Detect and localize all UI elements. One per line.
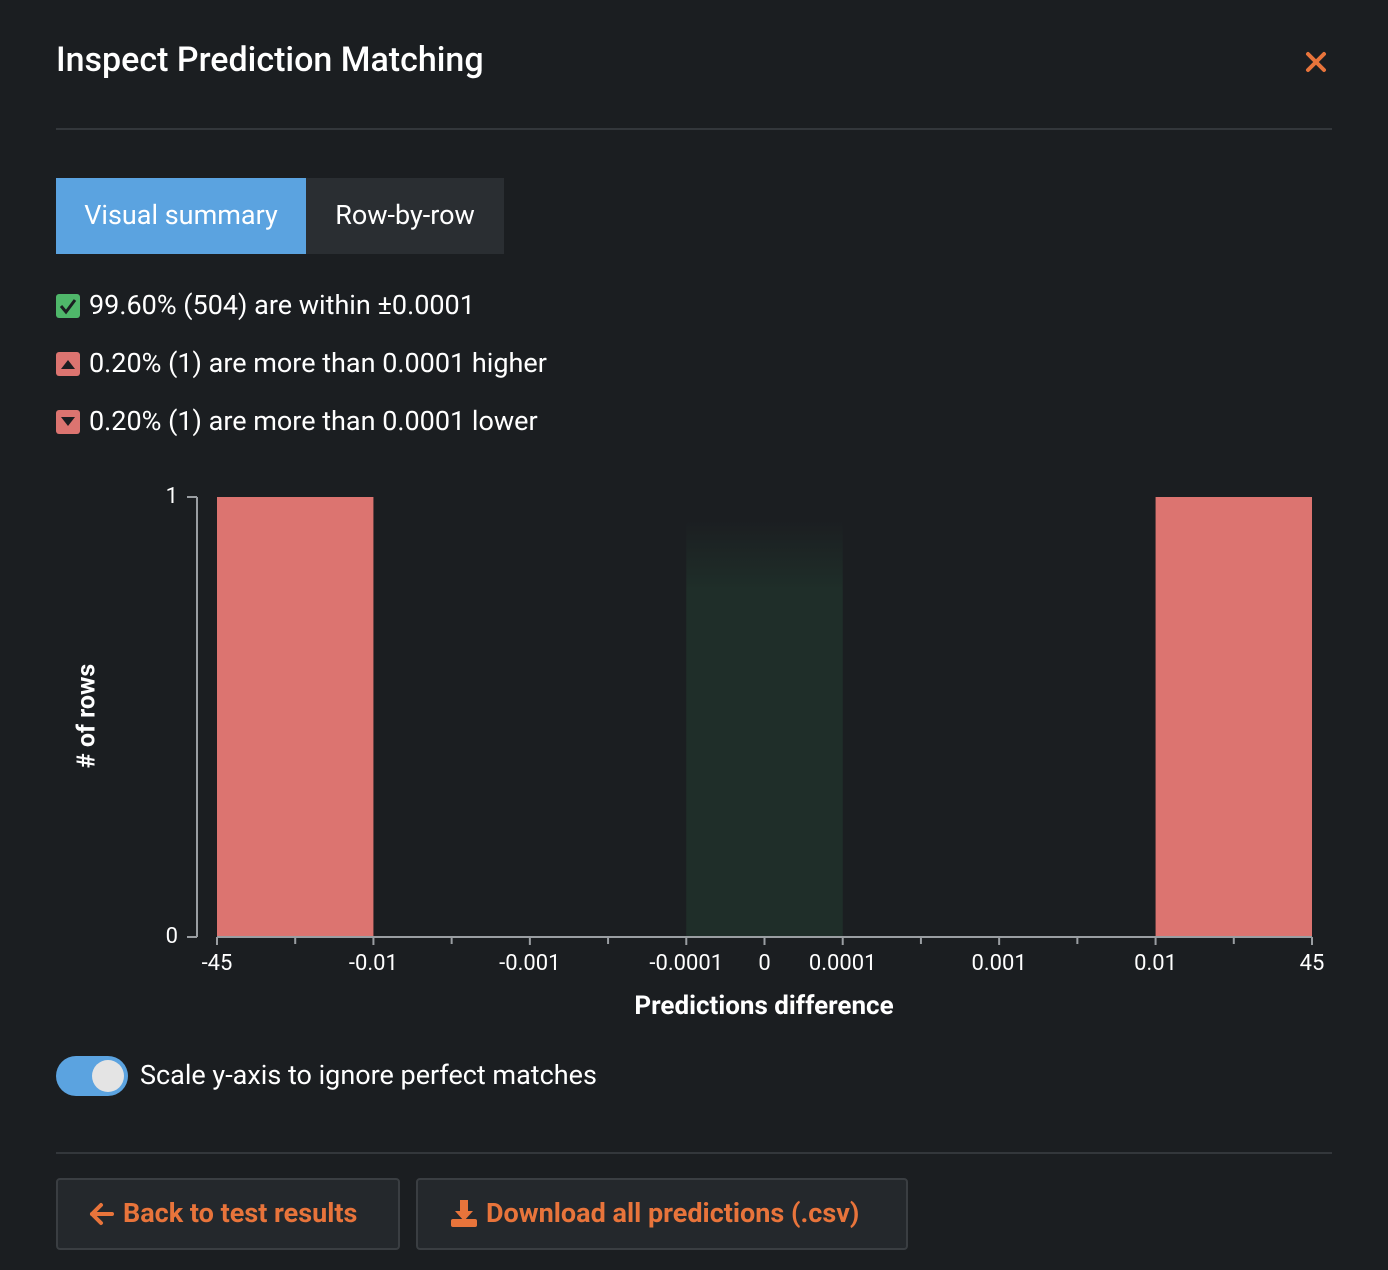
x-tick-label: 0.0001: [809, 951, 877, 976]
x-axis-label: Predictions difference: [634, 991, 893, 1021]
x-tick-label: -0.01: [349, 951, 398, 976]
summary-text: 99.60% (504) are within ±0.0001: [89, 289, 475, 321]
tab-label[interactable]: Row-by-row: [335, 199, 475, 231]
back-button[interactable]: [56, 1178, 400, 1250]
x-tick-label: 0.01: [1134, 951, 1177, 976]
check-mark: [59, 299, 77, 315]
button-label[interactable]: Back to test results: [123, 1197, 357, 1229]
down-arrow: [61, 417, 75, 426]
summary-text: 0.20% (1) are more than 0.0001 higher: [89, 347, 547, 379]
close-button[interactable]: [1306, 52, 1326, 72]
x-tick-label: -45: [202, 951, 233, 976]
toggle-knob[interactable]: [92, 1060, 124, 1092]
dialog-title: Inspect Prediction Matching: [56, 40, 484, 80]
y-tick-label: 1: [166, 484, 178, 509]
x-tick-label: -0.001: [499, 951, 560, 976]
tab-label[interactable]: Visual summary: [84, 199, 278, 231]
summary-text: 0.20% (1) are more than 0.0001 lower: [89, 405, 538, 437]
tab[interactable]: [306, 178, 504, 254]
bar: [217, 497, 374, 937]
tab-active[interactable]: [56, 178, 306, 254]
bar: [1155, 497, 1312, 937]
histogram: 0 1 -45 -0.01 -0.001 -0.0001 0 0.0001 0.001 0.01 4…: [166, 484, 1325, 976]
bars: [217, 496, 1312, 937]
check-icon: [56, 294, 80, 318]
y-tick-label: 0: [166, 924, 178, 949]
up-arrow: [61, 360, 75, 369]
button-label[interactable]: Download all predictions (.csv): [486, 1197, 859, 1229]
y-axis-label: # of rows: [73, 664, 102, 768]
download-icon: [451, 1200, 477, 1227]
arrow-icon: [90, 1203, 114, 1225]
x-tick-label: 45: [1300, 951, 1325, 976]
download-button[interactable]: [416, 1178, 908, 1250]
toggle-label: Scale y-axis to ignore perfect matches: [140, 1059, 597, 1091]
x-tick-label: -0.0001: [649, 951, 723, 976]
x-tick-label: 0: [758, 951, 770, 976]
bar: [686, 496, 843, 937]
x-tick-label: 0.001: [972, 951, 1027, 976]
